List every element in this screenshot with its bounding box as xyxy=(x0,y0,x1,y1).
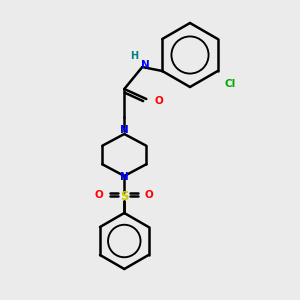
Text: N: N xyxy=(141,60,150,70)
Text: O: O xyxy=(154,96,163,106)
Text: O: O xyxy=(95,190,104,200)
Text: S: S xyxy=(120,190,128,202)
Text: N: N xyxy=(120,172,129,182)
Text: Cl: Cl xyxy=(225,79,236,89)
Text: N: N xyxy=(120,125,129,135)
Text: O: O xyxy=(145,190,154,200)
Text: H: H xyxy=(130,51,138,61)
